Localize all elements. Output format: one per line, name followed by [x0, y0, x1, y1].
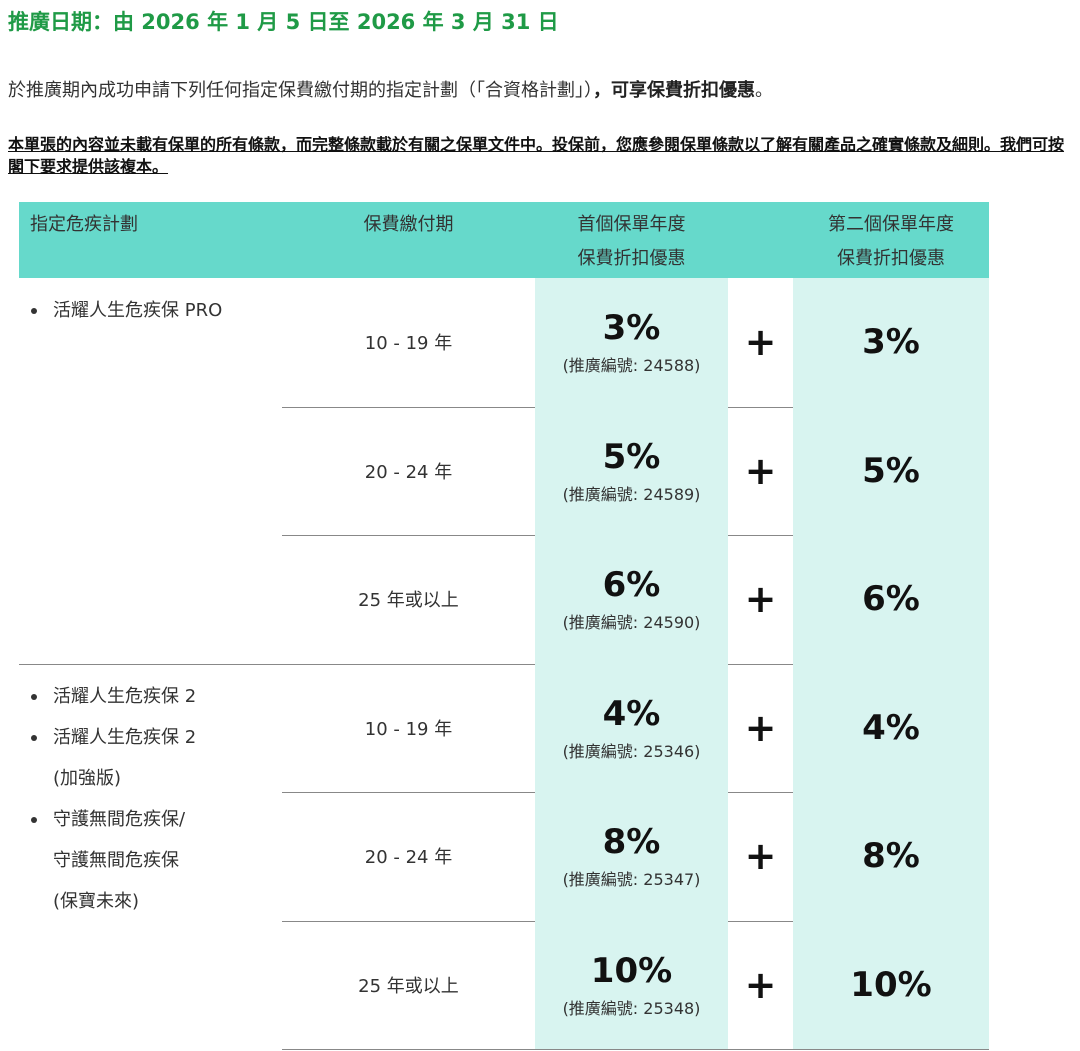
first-year-bg: [535, 278, 728, 407]
header-line: 保費折扣優惠: [837, 248, 945, 269]
second-year-bg: [793, 792, 989, 921]
payment-period: 25 年或以上: [358, 975, 459, 997]
promo-period: 推廣日期：由 2026 年 1 月 5 日至 2026 年 3 月 31 日: [8, 10, 559, 34]
second-year-discount: 8%: [862, 836, 920, 877]
payment-period: 20 - 24 年: [364, 461, 453, 483]
plus-sign: +: [744, 962, 777, 1007]
first-year-discount: 10%: [590, 950, 673, 991]
payment-period: 25 年或以上: [358, 590, 459, 612]
first-year-discount: 8%: [602, 822, 661, 863]
intro-end: 。: [755, 80, 773, 101]
plan-name: (保寶未來): [53, 890, 140, 912]
plan-name: (加強版): [53, 767, 122, 789]
header-cell: 首個保單年度 保費折扣優惠: [535, 202, 728, 278]
plan-item: 守護無間危疾保/守護無間危疾保 (保寶未來): [19, 799, 282, 922]
first-year-discount: 6%: [602, 565, 661, 606]
plan-item: 活耀人生危疾保 2: [19, 676, 282, 717]
first-year-cell: 8% (推廣編號: 25347): [535, 792, 728, 921]
plan-name: 活耀人生危疾保 2: [53, 685, 197, 707]
payment-period: 10 - 19 年: [364, 333, 453, 355]
plan-name: 活耀人生危疾保 2: [53, 726, 197, 748]
disclaimer: 本單張的內容並未載有保單的所有條款，而完整條款載於有關之保單文件中。投保前，您應…: [8, 135, 1065, 176]
first-year-cell: 5% (推廣編號: 24589): [535, 407, 728, 536]
bullet: [31, 734, 37, 741]
second-year-bg: [793, 278, 989, 407]
second-year-bg: [793, 663, 989, 792]
header-line: 保費折扣優惠: [577, 248, 686, 269]
second-year-bg: [793, 920, 989, 1049]
first-year-cell: 6% (推廣編號: 24590): [535, 535, 728, 664]
second-year-discount: 3%: [862, 322, 920, 363]
second-year-discount: 4%: [862, 707, 920, 748]
plan-item: 活耀人生危疾保 PRO: [19, 290, 282, 331]
second-year-discount: 5%: [862, 450, 920, 491]
plus-sign: +: [744, 448, 777, 493]
promo-code: (推廣編號: 25348): [562, 998, 701, 1018]
plus-sign: +: [744, 320, 777, 365]
first-year-bg: [535, 920, 728, 1049]
second-year-discount: 6%: [862, 579, 920, 620]
header-cell: 第二個保單年度 保費折扣優惠: [793, 202, 989, 278]
second-year-discount: 10%: [850, 964, 932, 1005]
intro-emphasis: ，可享保費折扣優惠: [593, 80, 755, 101]
payment-period: 10 - 19 年: [364, 718, 453, 740]
plan-name: 守護無間危疾保/: [53, 808, 186, 830]
plan-list: 活耀人生危疾保 2 活耀人生危疾保 2 (加強版) 守護無間危疾保/守護無間危疾保 (保…: [19, 676, 282, 922]
bullet: [31, 308, 37, 314]
header-cell: 指定危疾計劃: [19, 202, 282, 278]
header-line: 保費繳付期: [363, 214, 454, 235]
header-cell: 保費繳付期: [282, 202, 535, 278]
first-year-bg: [535, 535, 728, 664]
second-year-bg: [793, 535, 989, 664]
header-line: 首個保單年度: [577, 214, 686, 235]
first-year-cell: 10% (推廣編號: 25348): [535, 921, 728, 1050]
plan-name: 活耀人生危疾保 PRO: [53, 300, 223, 321]
first-year-bg: [535, 406, 728, 535]
plan-name: 守護無間危疾保: [53, 849, 179, 871]
first-year-cell: 4% (推廣編號: 25346): [535, 664, 728, 793]
header-line: 指定危疾計劃: [30, 214, 138, 235]
intro: 於推廣期內成功申請下列任何指定保費繳付期的指定計劃（「合資格計劃」），可享保費折…: [8, 76, 773, 102]
row-divider: [282, 1049, 989, 1050]
promo-code: (推廣編號: 24588): [562, 356, 701, 376]
promo-code: (推廣編號: 25346): [562, 741, 701, 761]
promo-code: (推廣編號: 24589): [562, 484, 701, 504]
table-header: [19, 202, 989, 278]
first-year-cell: 3% (推廣編號: 24588): [535, 278, 728, 407]
header-line: 第二個保單年度: [828, 214, 954, 235]
first-year-discount: 4%: [602, 693, 661, 734]
intro-text: 於推廣期內成功申請下列任何指定保費繳付期的指定計劃（「合資格計劃」）: [8, 80, 593, 101]
group-divider: [19, 663, 989, 665]
plus-sign: +: [744, 577, 777, 622]
first-year-bg: [535, 792, 728, 921]
first-year-discount: 3%: [602, 308, 661, 349]
payment-period: 20 - 24 年: [364, 847, 453, 869]
bullet: [31, 693, 37, 700]
plus-sign: +: [744, 834, 777, 879]
first-year-bg: [535, 663, 728, 792]
promo-code: (推廣編號: 24590): [562, 613, 701, 633]
second-year-bg: [793, 406, 989, 535]
plan-list: 活耀人生危疾保 PRO: [19, 290, 282, 331]
promo-code: (推廣編號: 25347): [562, 870, 701, 890]
bullet: [31, 816, 37, 823]
first-year-discount: 5%: [602, 436, 661, 477]
plus-sign: +: [744, 705, 777, 750]
plan-item: 活耀人生危疾保 2 (加強版): [19, 717, 282, 799]
